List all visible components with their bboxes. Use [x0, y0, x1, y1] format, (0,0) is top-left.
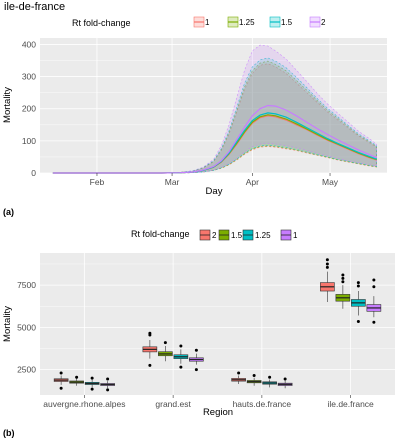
chart-b-box-auvergne-rhone-alpes-1-25-outlier: [90, 376, 94, 380]
chart-a-x-tick-label: Apr: [246, 177, 259, 187]
chart-a-y-tick-label: 400: [22, 39, 36, 49]
chart-b-box-grand-est-1-outlier: [194, 348, 198, 352]
chart-a-x-ticks: Feb Mar Apr May: [90, 173, 339, 187]
chart-b-legend-label-1: 1: [293, 231, 298, 240]
chart-b-box-auvergne-rhone-alpes-1-outlier: [106, 388, 110, 392]
chart-b-box-grand-est-1-25-outlier: [179, 344, 183, 348]
chart-a-y-tick-label: 100: [22, 136, 36, 146]
chart-a-legend-label-1-5: 1.5: [281, 18, 293, 27]
chart-b-y-tick-label: 7500: [17, 280, 36, 290]
chart-b-plot-panel: [40, 253, 395, 395]
chart-b-box-ile-de-france-1-25-outlier: [356, 281, 360, 285]
chart-b-box-ile-de-france-1-25-outlier: [356, 319, 360, 323]
chart-a-ribbon-2: [52, 44, 377, 174]
chart-b-box-hauts-de-france-1-5-outlier: [252, 374, 256, 378]
chart-b-legend-label-1-5: 1.5: [231, 231, 243, 240]
chart-a-x-tick-label: Feb: [90, 177, 105, 187]
chart-b-box-ile-de-france-2-outlier: [325, 265, 329, 269]
chart-b-box-grand-est-1-5-outlier: [163, 341, 167, 345]
chart-a-legend-label-2: 2: [321, 18, 326, 27]
chart-a-y-tick-label: 300: [22, 72, 36, 82]
chart-a-y-tick-label: 200: [22, 104, 36, 114]
chart-a-x-tick-label: May: [322, 177, 339, 187]
chart-b-x-tick-label: auvergne.rhone.alpes: [43, 399, 125, 409]
chart-b-box-hauts-de-france-1-25-outlier: [268, 375, 272, 379]
chart-b-box-auvergne-rhone-alpes-2-outlier: [59, 386, 63, 390]
chart-b-legend: 2 1.5 1.25 1: [199, 229, 298, 241]
chart-a-lines: [52, 104, 377, 174]
panel-a-label: (a): [3, 207, 14, 217]
chart-b-box-ile-de-france-1-5-outlier: [341, 280, 345, 284]
chart-b-y-tick-label: 2500: [17, 365, 36, 375]
chart-b-box-hauts-de-france-1-outlier: [283, 377, 287, 381]
chart-a-x-label: Day: [206, 186, 223, 197]
chart-a-x-tick-label: Mar: [165, 177, 180, 187]
chart-b-box-ile-de-france-1-5-outlier: [341, 273, 345, 277]
chart-b-legend-label-2: 2: [212, 231, 217, 240]
chart-b-box-ile-de-france-1-outlier: [372, 278, 376, 282]
chart-a-y-ticks: 0 100 200 300 400: [22, 39, 36, 178]
chart-a-legend-label-1: 1: [205, 18, 210, 27]
chart-b-boxes: [53, 258, 382, 392]
chart-b-y-label: Mortality: [2, 306, 13, 342]
chart-b-box-ile-de-france-2-outlier: [325, 258, 329, 262]
chart-a-ribbons: [52, 44, 377, 174]
chart-b-box-ile-de-france-2-outlier: [325, 262, 329, 266]
chart-b-legend-label-1-25: 1.25: [255, 231, 271, 240]
chart-a-line-2: [52, 104, 377, 174]
chart-b-box-grand-est-2-outlier: [148, 331, 152, 335]
chart-b-box-grand-est-1-outlier: [194, 368, 198, 372]
chart-b-x-tick-label: grand.est: [155, 399, 191, 409]
chart-b-box-grand-est-1-25-outlier: [179, 365, 183, 369]
chart-b-box-hauts-de-france-2-outlier: [237, 371, 241, 375]
chart-a-y-label: Mortality: [2, 87, 13, 123]
chart-b-x-ticks: auvergne.rhone.alpes grand.est hauts.de.fr…: [43, 395, 374, 409]
chart-b-box-auvergne-rhone-alpes-1-25-outlier: [90, 387, 94, 391]
chart-a-title: ile-de-france: [4, 1, 65, 13]
chart-a-y-tick-label: 0: [31, 168, 36, 178]
chart-b-y-ticks: 2500 5000 7500: [17, 280, 36, 375]
chart-a-legend-title: Rt fold-change: [72, 18, 131, 28]
chart-a-legend: 1 1.25 1.5 2: [193, 16, 326, 28]
chart-a-ribbon-1-5: [52, 57, 377, 174]
chart-b-x-tick-label: ile.de.france: [327, 399, 374, 409]
chart-b-box-auvergne-rhone-alpes-1-outlier: [106, 377, 110, 381]
chart-b-box-auvergne-rhone-alpes-2-outlier: [59, 371, 63, 375]
chart-a-legend-label-1-25: 1.25: [239, 18, 255, 27]
chart-b-box-ile-de-france-1-5-outlier: [341, 276, 345, 280]
chart-b-box-ile-de-france-1-25-outlier: [356, 284, 360, 288]
chart-b-y-tick-label: 5000: [17, 322, 36, 332]
chart-b-legend-title: Rt fold-change: [131, 229, 190, 239]
panel-b-label: (b): [3, 428, 15, 438]
chart-b-box-auvergne-rhone-alpes-1-5-outlier: [75, 375, 79, 379]
chart-b-box-grand-est-2-outlier: [148, 363, 152, 367]
chart-b-box-ile-de-france-1-outlier: [372, 285, 376, 289]
chart-b-box-ile-de-france-1-outlier: [372, 320, 376, 324]
chart-b-x-label: Region: [203, 407, 233, 418]
chart-b-gridlines: [40, 253, 395, 395]
chart-b-x-tick-label: hauts.de.france: [233, 399, 292, 409]
